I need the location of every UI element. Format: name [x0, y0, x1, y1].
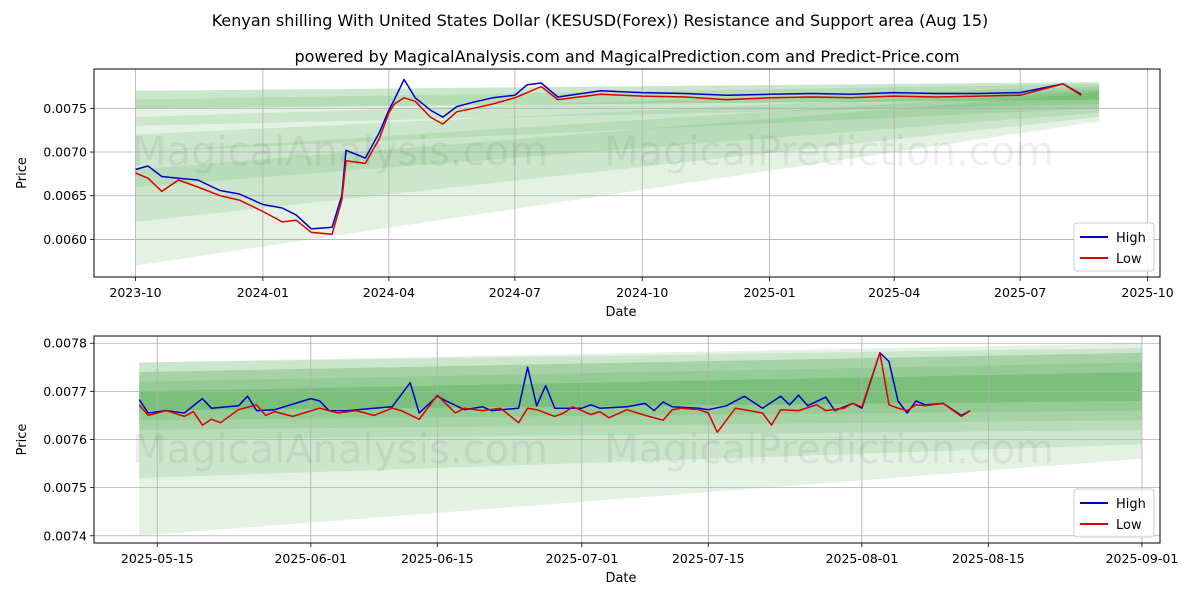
x-tick-label: 2025-07-15 [672, 551, 745, 566]
y-tick-label: 0.0070 [43, 145, 87, 160]
x-tick-label: 2025-01 [743, 285, 795, 300]
x-tick-label: 2025-07-01 [546, 551, 619, 566]
x-axis-label: Date [605, 305, 636, 320]
x-tick-label: 2025-10 [1121, 285, 1173, 300]
y-tick-label: 0.0078 [43, 336, 87, 351]
x-tick-label: 2025-04 [868, 285, 920, 300]
x-tick-label: 2025-06-15 [401, 551, 474, 566]
chart-title: Kenyan shilling With United States Dolla… [212, 11, 989, 30]
bottom-panel: 2025-05-15 2025-06-01 2025-06-15 2025-07-01… [15, 335, 1179, 586]
series-group [138, 352, 971, 434]
x-tick-label: 2025-06-01 [274, 551, 347, 566]
y-tick-label: 0.0077 [43, 384, 87, 399]
legend-label-low: Low [1116, 252, 1142, 267]
legend-label-high: High [1116, 231, 1146, 246]
x-tick-label: 2024-04 [363, 285, 415, 300]
watermark: MagicalPrediction.com [604, 129, 1054, 175]
band-5 [135, 92, 1100, 266]
y-tick-label: 0.0075 [43, 101, 87, 116]
y-axis-label: Price [15, 424, 30, 456]
legend-label-high: High [1116, 497, 1146, 512]
x-tick-label: 2025-09-01 [1106, 551, 1179, 566]
x-tick-label: 2025-07 [994, 285, 1046, 300]
plot-frame [93, 68, 1161, 278]
x-tick-label: 2024-01 [237, 285, 289, 300]
x-tick-label: 2024-07 [489, 285, 541, 300]
band-2 [135, 86, 1100, 152]
series-line-low [138, 352, 971, 434]
watermark: MagicalAnalysis.com [132, 427, 548, 473]
band-4 [135, 90, 1100, 222]
band-4 [139, 348, 1142, 478]
y-tick-label: 0.0075 [43, 480, 87, 495]
x-axis-label: Date [605, 571, 636, 586]
band-3 [135, 89, 1100, 187]
plot-frame [93, 335, 1161, 544]
watermark: MagicalAnalysis.com [132, 129, 548, 175]
x-tick-label: 2024-10 [616, 285, 668, 300]
watermark: MagicalPrediction.com [604, 427, 1054, 473]
legend-label-low: Low [1116, 518, 1142, 533]
y-axis-label: Price [15, 157, 30, 189]
chart-subtitle: powered by MagicalAnalysis.com and Magic… [294, 47, 959, 66]
y-tick-label: 0.0074 [43, 528, 87, 543]
series-line-low [135, 83, 1082, 235]
y-tick-label: 0.0076 [43, 432, 87, 447]
y-tick-label: 0.0060 [43, 232, 87, 247]
series-line-high [135, 78, 1082, 230]
x-tick-label: 2025-08-01 [826, 551, 899, 566]
top-panel: 2023-10 2024-01 2024-04 2024-07 2024-10 2025-… [15, 68, 1174, 320]
x-tick-label: 2023-10 [109, 285, 161, 300]
x-tick-label: 2025-05-15 [121, 551, 194, 566]
y-tick-label: 0.0065 [43, 188, 87, 203]
x-tick-label: 2025-08-15 [952, 551, 1025, 566]
band-5 [139, 352, 1142, 536]
series-group [135, 78, 1082, 235]
